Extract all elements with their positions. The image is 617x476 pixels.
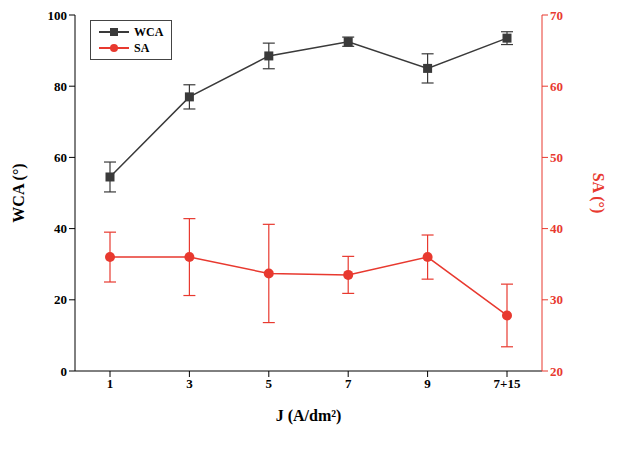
svg-text:20: 20: [550, 364, 563, 379]
svg-text:SA (°): SA (°): [589, 173, 607, 214]
svg-text:7: 7: [345, 376, 352, 391]
svg-text:J (A/dm²): J (A/dm²): [276, 407, 342, 425]
svg-text:20: 20: [54, 292, 67, 307]
svg-text:80: 80: [54, 79, 67, 94]
svg-text:70: 70: [550, 8, 563, 23]
svg-text:9: 9: [424, 376, 431, 391]
svg-text:3: 3: [186, 376, 193, 391]
html-text:WCA: WCA: [134, 24, 164, 39]
svg-text:5: 5: [266, 376, 273, 391]
svg-text:50: 50: [550, 150, 563, 165]
svg-text:60: 60: [54, 150, 67, 165]
svg-text:40: 40: [54, 221, 67, 236]
svg-text:30: 30: [550, 292, 563, 307]
svg-text:0: 0: [61, 364, 68, 379]
html-text:SA: SA: [134, 40, 150, 55]
svg-text:40: 40: [550, 221, 563, 236]
svg-text:60: 60: [550, 79, 563, 94]
svg-text:7+15: 7+15: [494, 376, 521, 391]
svg-text:100: 100: [48, 8, 68, 23]
svg-text:WCA (°): WCA (°): [10, 163, 28, 222]
svg-text:1: 1: [107, 376, 114, 391]
